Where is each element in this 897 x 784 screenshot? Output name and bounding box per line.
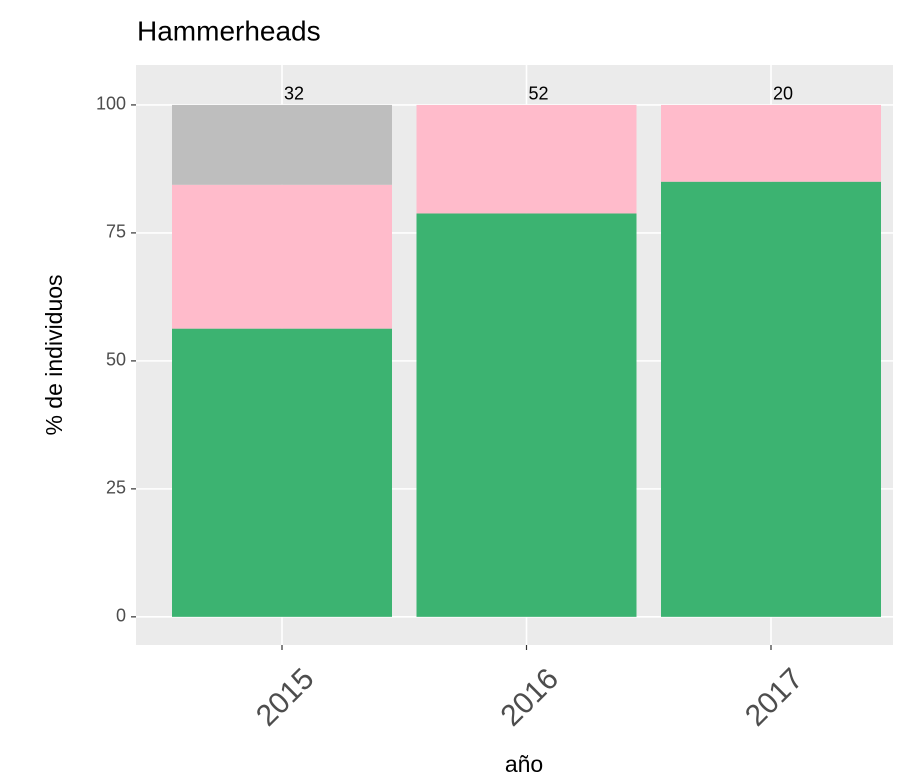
- total-label: 52: [528, 84, 548, 104]
- y-tick-label: 100: [96, 94, 126, 114]
- y-axis-title: % de individuos: [41, 274, 67, 435]
- bar-segment: [661, 104, 881, 182]
- y-tick-label: 50: [106, 350, 126, 370]
- bar-segment: [416, 213, 637, 617]
- x-axis-title: año: [505, 751, 543, 777]
- y-tick-label: 75: [106, 222, 126, 242]
- bar-segment: [172, 184, 392, 329]
- chart-title: Hammerheads: [137, 15, 321, 46]
- y-tick-label: 0: [116, 606, 126, 626]
- x-tick-label: 2015: [250, 662, 321, 733]
- bar-segment: [661, 181, 881, 617]
- total-label: 32: [284, 84, 304, 104]
- bar-segment: [172, 328, 392, 617]
- bar-segment: [172, 104, 392, 185]
- x-tick-label: 2017: [739, 662, 810, 733]
- x-tick-label: 2016: [495, 662, 566, 733]
- y-tick-label: 25: [106, 478, 126, 498]
- total-label: 20: [773, 84, 793, 104]
- bar-segment: [416, 104, 637, 214]
